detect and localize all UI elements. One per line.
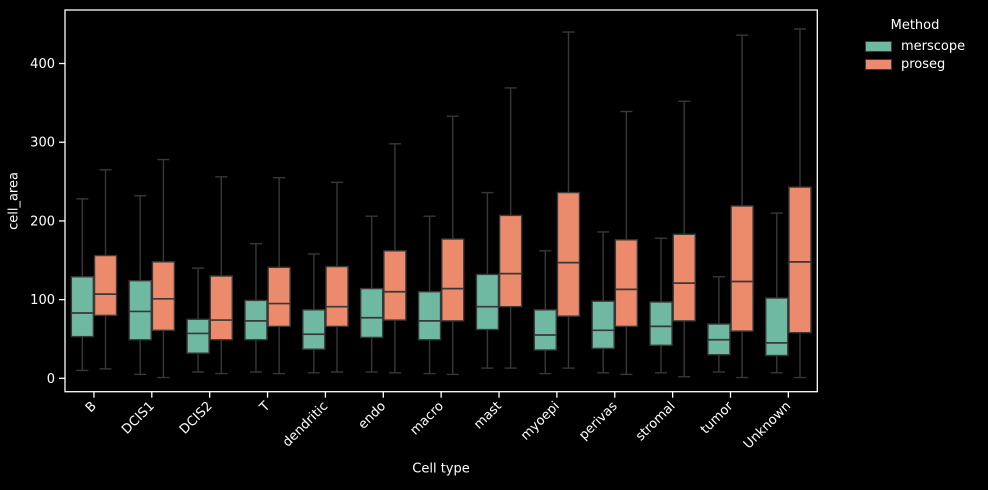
box-proseg-DCIS1 <box>151 158 176 379</box>
x-tick-label-stromal: stromal <box>633 399 678 444</box>
merscope-swatch-icon <box>865 41 892 52</box>
legend-label-proseg: proseg <box>901 57 946 72</box>
box-merscope-stromal <box>649 237 673 374</box>
proseg-box <box>209 275 233 341</box>
proseg-box <box>614 239 639 328</box>
y-tick-label: 100 <box>30 293 55 308</box>
x-tick-label-T: T <box>256 399 273 416</box>
merscope-box <box>649 301 673 346</box>
box-proseg-T <box>267 176 291 375</box>
legend-item-proseg: proseg <box>865 58 984 71</box>
x-tick-label-tumor: tumor <box>698 398 737 437</box>
proseg-box <box>93 254 118 317</box>
box-proseg-B <box>93 169 118 370</box>
box-merscope-B <box>70 198 95 372</box>
proseg-box <box>788 186 812 334</box>
box-merscope-perivas <box>591 231 615 374</box>
box-proseg-mast <box>498 87 523 369</box>
box-merscope-DCIS1 <box>128 195 152 376</box>
merscope-box <box>70 276 95 338</box>
box-proseg-myoepi <box>556 31 581 369</box>
proseg-box <box>498 214 523 308</box>
proseg-box <box>325 265 349 328</box>
x-tick-label-DCIS1: DCIS1 <box>119 399 158 438</box>
y-tick-label: 200 <box>30 214 55 229</box>
box-proseg-stromal <box>672 100 696 378</box>
box-proseg-dendritic <box>325 181 349 373</box>
x-tick-label-DCIS2: DCIS2 <box>177 399 216 438</box>
merscope-box <box>533 309 557 351</box>
merscope-box <box>475 273 500 331</box>
proseg-box <box>556 191 581 317</box>
box-merscope-mast <box>475 191 500 369</box>
box-merscope-Unknown <box>765 212 789 374</box>
x-tick-label-dendritic: dendritic <box>280 399 331 450</box>
x-tick-label-Unknown: Unknown <box>741 399 794 452</box>
box-merscope-macro <box>417 215 442 375</box>
box-proseg-endo <box>383 143 407 374</box>
proseg-box <box>730 205 754 332</box>
box-proseg-Unknown <box>788 28 812 379</box>
y-tick-label: 0 <box>47 372 55 387</box>
box-merscope-DCIS2 <box>186 267 210 373</box>
box-merscope-myoepi <box>533 250 557 375</box>
box-proseg-DCIS2 <box>209 176 233 375</box>
merscope-box <box>765 297 789 357</box>
legend-label-merscope: merscope <box>901 39 966 54</box>
merscope-box <box>302 309 326 350</box>
box-merscope-endo <box>359 215 384 373</box>
y-tick-label: 300 <box>30 136 55 151</box>
box-proseg-macro <box>441 115 465 376</box>
x-axis-label: Cell type <box>412 461 470 477</box>
box-merscope-dendritic <box>302 253 326 374</box>
box-proseg-tumor <box>730 34 754 379</box>
proseg-swatch-icon <box>865 59 892 70</box>
y-axis-label: cell_area <box>6 172 22 230</box>
box-merscope-tumor <box>707 276 731 373</box>
merscope-box <box>591 300 615 350</box>
x-tick-label-myoepi: myoepi <box>518 399 563 444</box>
x-tick-label-perivas: perivas <box>576 399 620 443</box>
legend-title: Method <box>890 18 940 33</box>
proseg-box <box>441 238 465 322</box>
proseg-box <box>267 266 291 328</box>
x-tick-label-endo: endo <box>356 399 390 433</box>
merscope-box <box>128 280 152 341</box>
y-tick-label: 400 <box>30 57 55 72</box>
box-proseg-perivas <box>614 110 639 376</box>
merscope-box <box>417 291 442 341</box>
proseg-box <box>383 250 407 321</box>
box-merscope-T <box>244 243 268 373</box>
merscope-box <box>359 287 384 339</box>
proseg-box <box>672 233 696 322</box>
x-tick-label-mast: mast <box>471 399 505 433</box>
x-tick-label-macro: macro <box>408 399 447 438</box>
proseg-box <box>151 261 176 332</box>
legend: Method merscope proseg <box>846 18 984 76</box>
merscope-box <box>186 318 210 354</box>
legend-item-merscope: merscope <box>865 40 984 53</box>
x-tick-label-B: B <box>83 399 100 416</box>
